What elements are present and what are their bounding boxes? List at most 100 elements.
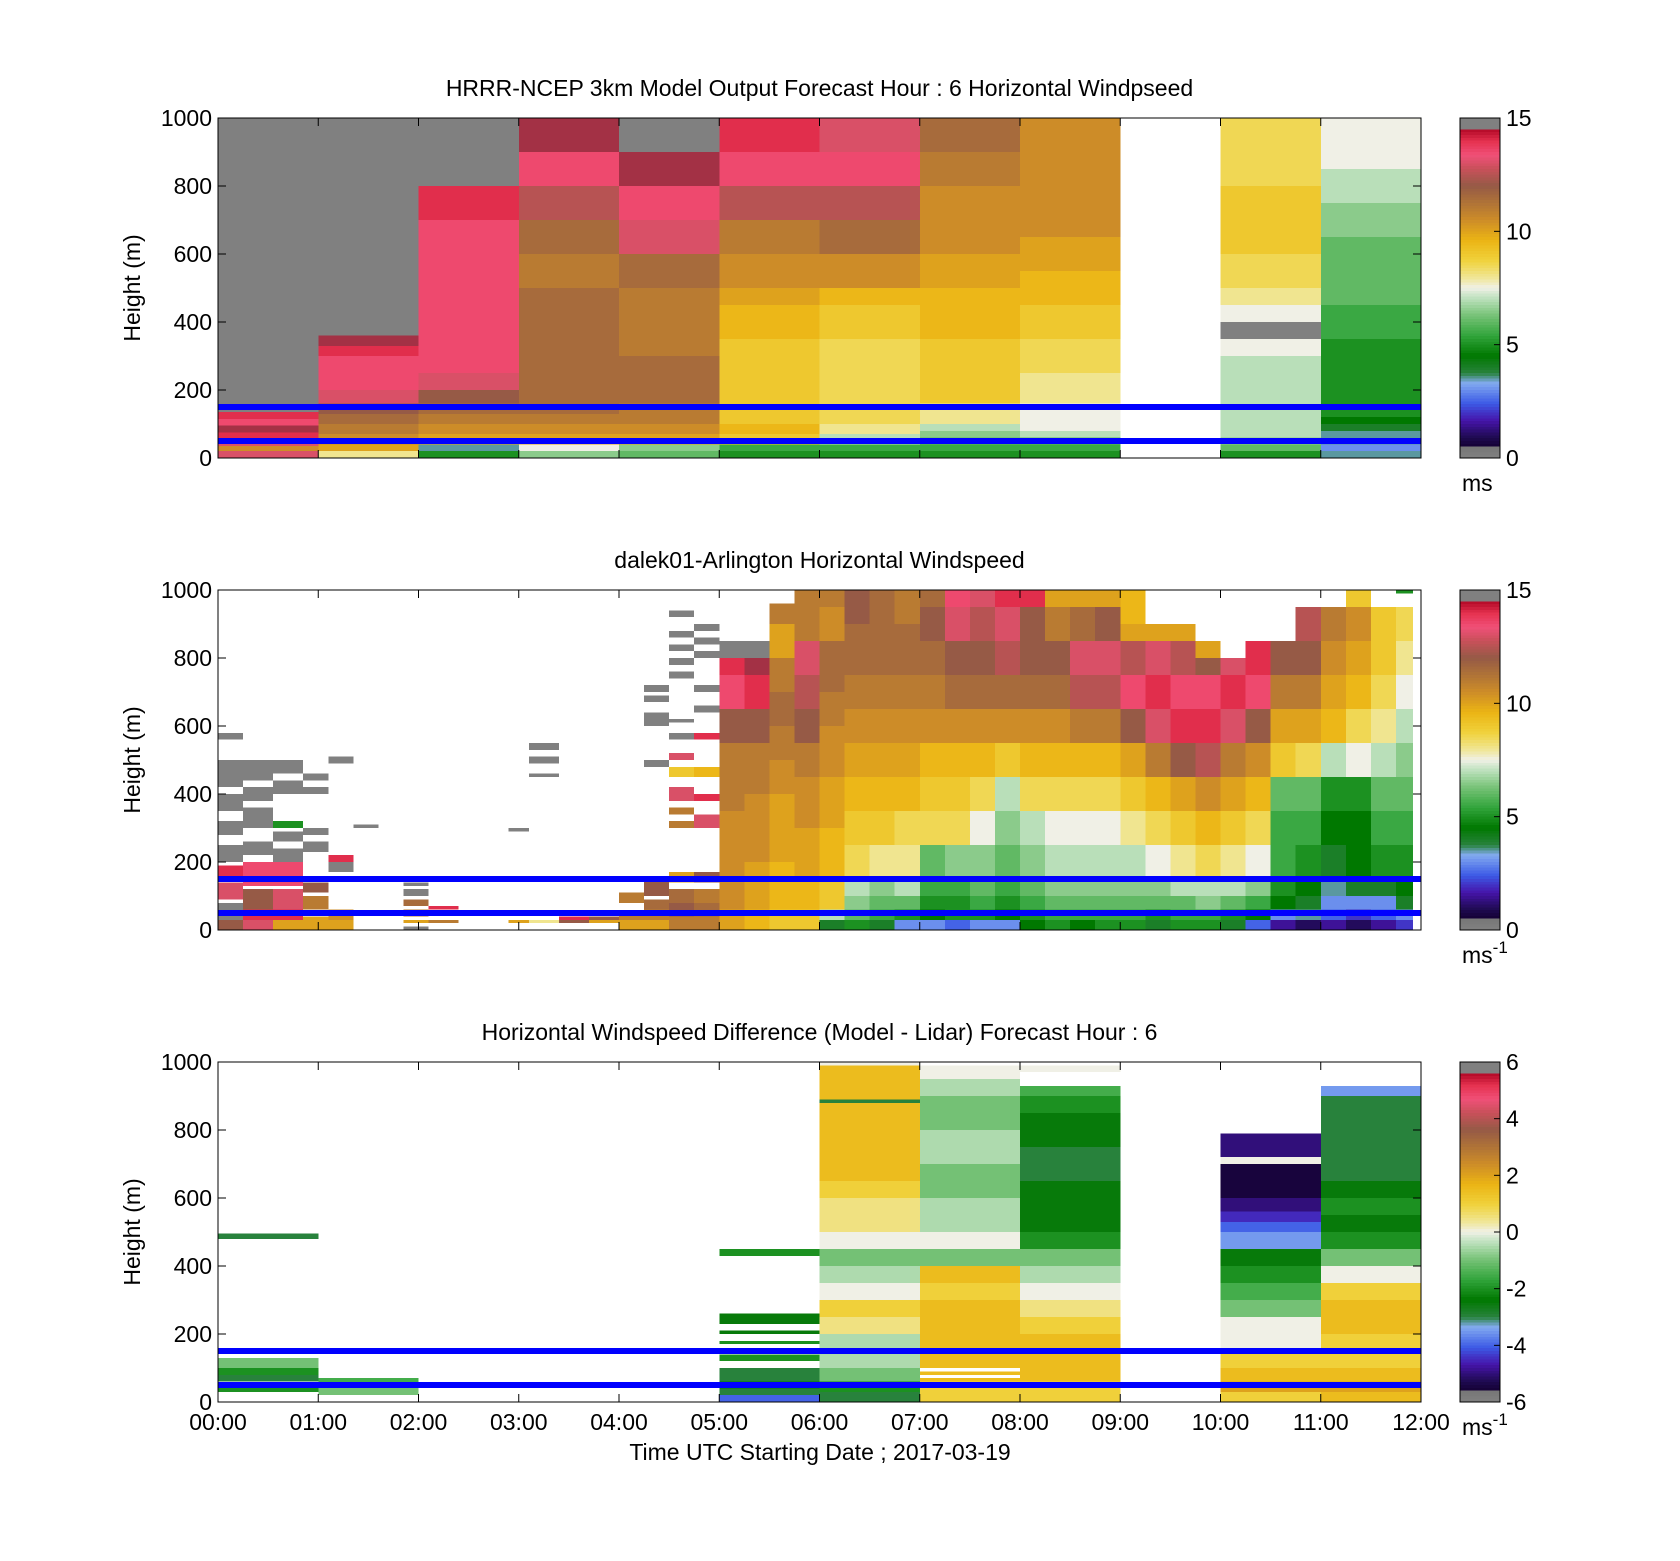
heatmap-cell [819, 186, 920, 220]
colorbar-segment [1460, 135, 1500, 139]
heatmap-cell [273, 821, 304, 828]
heatmap-cell [428, 906, 459, 910]
colorbar-segment [1460, 324, 1500, 329]
colorbar-segment [1460, 777, 1500, 781]
heatmap-cell [1295, 919, 1321, 930]
heatmap-cell [1170, 641, 1196, 675]
colorbar-segment [1460, 927, 1500, 931]
heatmap-cell [694, 651, 720, 658]
colorbar-segment [1460, 839, 1500, 843]
colorbar-segment [1460, 785, 1500, 789]
heatmap-cell [919, 152, 1021, 186]
heatmap-cell [1220, 118, 1321, 152]
heatmap-cell [919, 709, 945, 743]
y-tick-label: 600 [174, 713, 212, 739]
heatmap-cell [1195, 845, 1221, 879]
heatmap-cell [1220, 1391, 1321, 1402]
heatmap-cell [669, 916, 695, 930]
heatmap-cell [273, 862, 304, 886]
heatmap-cell [1020, 1266, 1121, 1283]
heatmap-cell [1295, 641, 1321, 675]
colorbar-segment [1460, 120, 1500, 125]
heatmap-cell [894, 879, 920, 896]
heatmap-cell [1095, 607, 1121, 641]
heatmap-cell [644, 695, 670, 703]
colorbar-segment [1460, 1342, 1500, 1346]
heatmap-cell [819, 777, 845, 828]
heatmap-cell [328, 862, 354, 873]
heatmap-cell [919, 1300, 1021, 1334]
heatmap-cell [919, 1371, 1021, 1375]
colorbar-segment [1460, 1229, 1500, 1233]
heatmap-cell [944, 879, 970, 896]
colorbar-segment [1460, 1076, 1500, 1080]
colorbar-segment [1460, 635, 1500, 639]
heatmap-cell [1045, 590, 1071, 607]
colorbar-segment [1460, 262, 1500, 266]
heatmap-cell [1320, 1215, 1422, 1232]
colorbar-segment [1460, 853, 1500, 857]
heatmap-cell [1120, 709, 1146, 743]
heatmap-cell [969, 641, 995, 675]
colorbar-segment [1460, 743, 1500, 747]
heatmap-cell [1220, 709, 1246, 743]
colorbar-segment [1460, 788, 1500, 792]
heatmap-cell [1045, 845, 1071, 879]
colorbar-segment [1460, 271, 1500, 275]
colorbar-segment [1460, 762, 1500, 767]
heatmap-cell [1370, 896, 1396, 910]
heatmap-cell [919, 220, 1021, 254]
heatmap-cell [819, 1351, 920, 1368]
heatmap-cell [719, 451, 820, 458]
colorbar-segment [1460, 1291, 1500, 1295]
panel-title: HRRR-NCEP 3km Model Output Forecast Hour… [446, 75, 1193, 101]
colorbar-segment [1460, 322, 1500, 326]
heatmap-cell [1020, 879, 1046, 896]
colorbar-segment [1460, 813, 1500, 818]
colorbar-segment [1460, 751, 1500, 755]
heatmap-cell [919, 845, 945, 879]
colorbar-segment [1460, 1348, 1500, 1352]
heatmap-cell [844, 777, 870, 811]
heatmap-cell [218, 446, 319, 452]
x-tick-label: 07:00 [891, 1409, 949, 1435]
heatmap-cell [819, 1198, 920, 1215]
colorbar-segment [1460, 1382, 1500, 1386]
heatmap-cell [218, 760, 244, 788]
heatmap-cell [1195, 919, 1221, 930]
heatmap-cell [969, 743, 995, 777]
colorbar-segment [1460, 1101, 1500, 1106]
heatmap-cell [894, 811, 920, 845]
heatmap-cell [1220, 777, 1246, 811]
heatmap-cell [1020, 1147, 1121, 1181]
colorbar-segment [1460, 177, 1500, 181]
colorbar-segment [1460, 1362, 1500, 1366]
heatmap-cell [919, 254, 1021, 288]
heatmap-cell [1270, 709, 1296, 743]
colorbar-segment [1460, 1370, 1500, 1375]
heatmap-cell [1345, 896, 1371, 910]
heatmap-cell [919, 186, 1021, 220]
heatmap-cell [919, 288, 1021, 339]
heatmap-cell [844, 590, 870, 624]
colorbar-segment [1460, 726, 1500, 730]
heatmap-cell [1070, 675, 1096, 709]
heatmap-cell [794, 709, 820, 743]
heatmap-cell [403, 919, 429, 924]
heatmap-cell [1020, 305, 1121, 339]
colorbar-segment [1460, 1130, 1500, 1134]
heatmap-cell [403, 899, 429, 907]
colorbar-segment [1460, 643, 1500, 648]
colorbar-segment [1460, 1090, 1500, 1094]
heatmap-cell [819, 1062, 920, 1066]
heatmap-cell [418, 373, 519, 390]
heatmap-cell [744, 675, 770, 709]
heatmap-cell [1070, 845, 1096, 879]
heatmap-cell [769, 603, 795, 624]
heatmap-cell [619, 288, 720, 305]
x-tick-label: 09:00 [1091, 1409, 1149, 1435]
heatmap-cell [819, 726, 845, 777]
heatmap-cell [1020, 1232, 1121, 1249]
heatmap-cell [644, 712, 670, 726]
heatmap-cell [1220, 1249, 1321, 1266]
